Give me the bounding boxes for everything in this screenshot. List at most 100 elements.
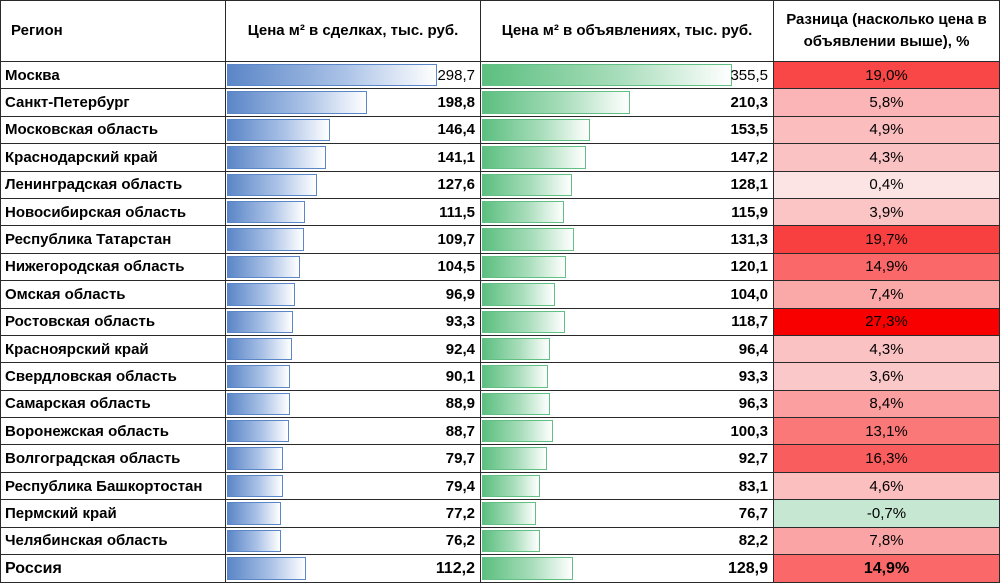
region-cell: Красноярский край <box>0 334 226 364</box>
ads-cell: 210,3 <box>480 88 774 117</box>
difference-cell: 19,7% <box>773 225 1000 254</box>
ads-cell: 76,7 <box>480 499 774 528</box>
table-row: Челябинская область 76,2 82,2 7,8% <box>0 526 1000 556</box>
deals-value: 96,9 <box>445 285 475 303</box>
header-ads-price: Цена м² в объявлениях, тыс. руб. <box>480 0 774 62</box>
ads-cell: 82,2 <box>480 526 774 556</box>
ads-bar <box>482 365 548 388</box>
ads-bar <box>482 64 732 87</box>
ads-value: 83,1 <box>738 477 768 495</box>
region-cell: Новосибирская область <box>0 197 226 227</box>
ads-value: 82,2 <box>738 532 768 550</box>
deals-cell: 109,7 <box>225 225 481 254</box>
header-difference: Разница (насколько цена в объявлении выш… <box>773 0 1000 62</box>
deals-value: 93,3 <box>445 313 475 331</box>
deals-cell: 93,3 <box>225 307 481 336</box>
ads-cell: 147,2 <box>480 143 774 172</box>
table-row: Нижегородская область 104,5 120,1 14,9% <box>0 252 1000 282</box>
ads-bar <box>482 310 566 333</box>
difference-cell: 4,6% <box>773 471 1000 501</box>
deals-cell: 79,4 <box>225 471 481 501</box>
table-row: Самарская область 88,9 96,3 8,4% <box>0 389 1000 419</box>
table-row: Красноярский край 92,4 96,4 4,3% <box>0 334 1000 364</box>
ads-bar <box>482 474 541 498</box>
region-cell: Россия <box>0 554 226 584</box>
deals-value: 88,7 <box>445 422 475 440</box>
deals-value: 112,2 <box>435 560 475 578</box>
ads-cell: 120,1 <box>480 252 774 282</box>
region-cell: Республика Башкортостан <box>0 471 226 501</box>
table-row: Краснодарский край 141,1 147,2 4,3% <box>0 143 1000 172</box>
deals-bar <box>227 420 290 443</box>
deals-cell: 77,2 <box>225 499 481 528</box>
difference-cell: 14,9% <box>773 252 1000 282</box>
difference-cell: -0,7% <box>773 499 1000 528</box>
deals-value: 109,7 <box>437 231 475 249</box>
deals-bar <box>227 365 291 388</box>
deals-cell: 92,4 <box>225 334 481 364</box>
region-cell: Волгоградская область <box>0 444 226 473</box>
difference-cell: 7,8% <box>773 526 1000 556</box>
difference-cell: 3,6% <box>773 362 1000 391</box>
ads-value: 115,9 <box>731 203 768 221</box>
deals-bar <box>227 529 281 553</box>
region-cell: Воронежская область <box>0 417 226 446</box>
ads-bar <box>482 255 567 279</box>
deals-value: 111,5 <box>439 203 475 221</box>
deals-value: 104,5 <box>437 258 475 276</box>
deals-cell: 104,5 <box>225 252 481 282</box>
deals-bar <box>227 173 317 196</box>
ads-bar <box>482 200 564 224</box>
region-cell: Челябинская область <box>0 526 226 556</box>
region-cell: Пермский край <box>0 499 226 528</box>
deals-cell: 146,4 <box>225 115 481 145</box>
ads-cell: 96,3 <box>480 389 774 419</box>
ads-bar <box>482 283 556 306</box>
difference-cell: 7,4% <box>773 280 1000 309</box>
deals-bar <box>227 474 283 498</box>
difference-cell: 4,3% <box>773 334 1000 364</box>
region-cell: Краснодарский край <box>0 143 226 172</box>
deals-bar <box>227 228 305 251</box>
difference-cell: 16,3% <box>773 444 1000 473</box>
total-row: Россия 112,2 128,9 14,9% <box>0 554 1000 584</box>
deals-cell: 88,7 <box>225 417 481 446</box>
ads-value: 128,1 <box>730 176 768 194</box>
ads-bar <box>482 447 548 470</box>
deals-bar <box>227 283 296 306</box>
deals-bar <box>227 64 438 87</box>
deals-value: 198,8 <box>437 94 475 112</box>
deals-value: 90,1 <box>445 367 475 385</box>
deals-value: 92,4 <box>445 340 475 358</box>
region-cell: Омская область <box>0 280 226 309</box>
ads-value: 96,4 <box>738 340 768 358</box>
table-row: Свердловская область 90,1 93,3 3,6% <box>0 362 1000 391</box>
ads-bar <box>482 529 540 553</box>
difference-cell: 3,9% <box>773 197 1000 227</box>
deals-cell: 298,7 <box>225 60 481 90</box>
deals-cell: 88,9 <box>225 389 481 419</box>
difference-cell: 27,3% <box>773 307 1000 336</box>
ads-cell: 355,5 <box>480 60 774 90</box>
ads-value: 100,3 <box>730 422 768 440</box>
deals-bar <box>227 502 282 525</box>
ads-bar <box>482 228 575 251</box>
table-body: Москва 298,7 355,5 19,0% Санкт-Петербург 198,… <box>0 60 1000 584</box>
deals-bar <box>227 310 293 333</box>
ads-value: 104,0 <box>730 285 768 303</box>
difference-cell: 5,8% <box>773 88 1000 117</box>
deals-bar <box>227 447 284 470</box>
region-cell: Самарская область <box>0 389 226 419</box>
deals-value: 146,4 <box>437 121 475 139</box>
ads-bar <box>482 557 573 581</box>
region-cell: Ростовская область <box>0 307 226 336</box>
header-row: Регион Цена м² в сделках, тыс. руб. Цена… <box>0 0 1000 62</box>
ads-value: 128,9 <box>727 560 768 578</box>
table-row: Пермский край 77,2 76,7 -0,7% <box>0 499 1000 528</box>
ads-cell: 100,3 <box>480 417 774 446</box>
region-cell: Нижегородская область <box>0 252 226 282</box>
ads-cell: 128,9 <box>480 554 774 584</box>
deals-cell: 141,1 <box>225 143 481 172</box>
deals-bar <box>227 392 290 416</box>
